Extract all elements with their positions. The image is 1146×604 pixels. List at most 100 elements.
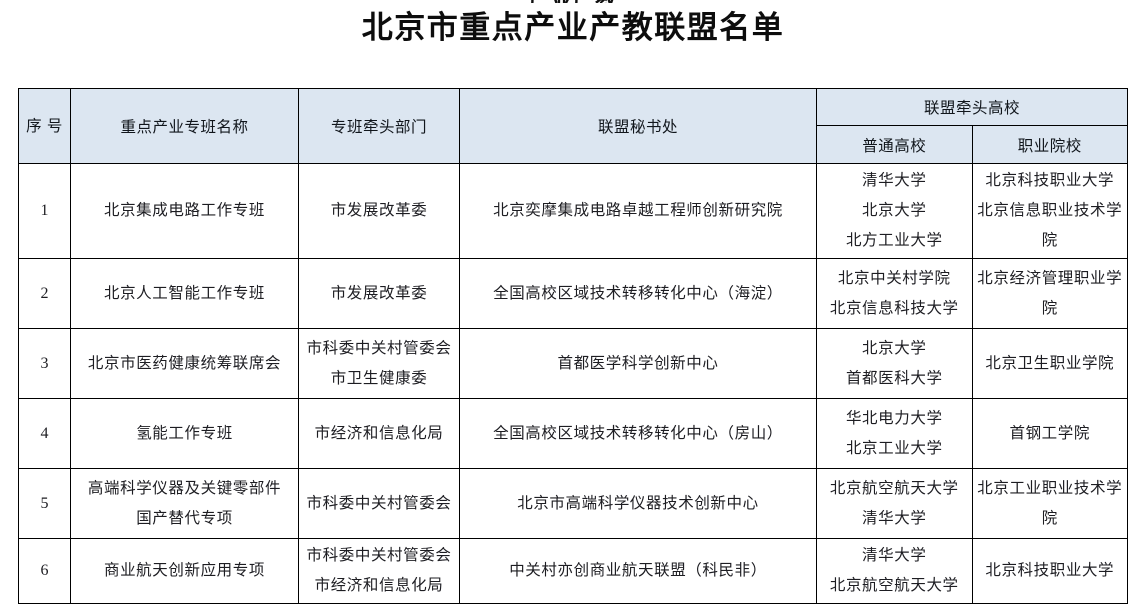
text-line: 市科委中关村管委会 bbox=[306, 547, 452, 564]
text-line: 清华大学 bbox=[862, 509, 927, 527]
text-line: 北京航空航天大学 bbox=[829, 577, 959, 594]
vocational-college-lines: 北京工业职业技术学院 bbox=[977, 474, 1124, 534]
program-name-lines: 北京人工智能工作专班 bbox=[75, 279, 294, 309]
text-line: 北京市医药健康统筹联席会 bbox=[87, 354, 282, 372]
text-line: 清华大学 bbox=[862, 172, 927, 189]
cell-index: 3 bbox=[18, 328, 71, 399]
cell-secretariat: 全国高校区域技术转移转化中心（房山） bbox=[459, 398, 817, 469]
text-line: 清华大学 bbox=[862, 547, 927, 564]
cell-lead-department: 市科委中关村管委会 市经济和信息化局 bbox=[298, 538, 460, 604]
cell-secretariat: 全国高校区域技术转移转化中心（海淀） bbox=[459, 258, 817, 329]
text-line: 北京集成电路工作专班 bbox=[103, 202, 265, 219]
lead-department-lines: 市科委中关村管委会 市经济和信息化局 bbox=[303, 541, 455, 601]
text-line: 北京卫生职业学院 bbox=[985, 354, 1115, 372]
text-line: 首都医科大学 bbox=[845, 369, 943, 387]
vocational-college-lines: 北京科技职业大学 bbox=[977, 556, 1124, 586]
regular-university-lines: 清华大学北京航空航天大学 bbox=[821, 541, 968, 601]
table-header-row-1: 序 号 重点产业专班名称 专班牵头部门 联盟秘书处 联盟牵头高校 bbox=[18, 88, 1128, 164]
cell-lead-department: 市科委中关村管委会 bbox=[298, 468, 460, 539]
secretariat-lines: 北京市高端科学仪器技术创新中心 bbox=[464, 489, 812, 519]
header-vocational-college: 职业院校 bbox=[971, 125, 1128, 164]
table-row: 3 北京市医药健康统筹联席会 市科委中关村管委会 市卫生健康委 首都医学科学创新中… bbox=[18, 328, 1128, 399]
cell-index: 4 bbox=[18, 398, 71, 469]
text-line: 北京大学 bbox=[862, 339, 927, 357]
text-line: 高端科学仪器及关键零部件 bbox=[87, 479, 282, 497]
text-line: 首钢工学院 bbox=[1009, 424, 1090, 442]
secretariat-lines: 北京奕摩集成电路卓越工程师创新研究院 bbox=[464, 196, 812, 226]
text-line: 北京奕摩集成电路卓越工程师创新研究院 bbox=[493, 202, 783, 219]
text-line: 市经济和信息化局 bbox=[314, 424, 444, 442]
text-line: 北京大学 bbox=[862, 202, 927, 219]
text-line: 北方工业大学 bbox=[845, 232, 943, 249]
cell-program-name: 北京市医药健康统筹联席会 bbox=[70, 328, 299, 399]
secretariat-lines: 首都医学科学创新中心 bbox=[464, 349, 812, 379]
cell-index: 2 bbox=[18, 258, 71, 329]
clipped-text-sliver: 产业产教 bbox=[0, 0, 1146, 3]
table-body: 1 北京集成电路工作专班 市发展改革委 北京奕摩集成电路卓越工程师创新研究院 清… bbox=[18, 163, 1128, 604]
header-secretariat: 联盟秘书处 bbox=[459, 88, 817, 164]
cell-vocational-college: 北京经济管理职业学院 bbox=[971, 258, 1128, 329]
regular-university-lines: 北京大学首都医科大学 bbox=[821, 334, 968, 394]
regular-university-lines: 北京中关村学院 北京信息科技大学 bbox=[821, 264, 968, 324]
table-row: 5 高端科学仪器及关键零部件 国产替代专项 市科委中关村管委会 北京市高端科学仪器… bbox=[18, 468, 1128, 539]
cell-regular-university: 北京中关村学院 北京信息科技大学 bbox=[816, 258, 973, 329]
program-name-lines: 商业航天创新应用专项 bbox=[75, 556, 294, 586]
header-regular-university: 普通高校 bbox=[816, 125, 973, 164]
cell-vocational-college: 北京卫生职业学院 bbox=[971, 328, 1128, 399]
header-index-line1: 序 bbox=[26, 117, 43, 135]
cell-secretariat: 北京市高端科学仪器技术创新中心 bbox=[459, 468, 817, 539]
table-row: 6 商业航天创新应用专项 市科委中关村管委会 市经济和信息化局 中关村亦创商业航天… bbox=[18, 538, 1128, 604]
text-line: 北京经济管理职业学院 bbox=[977, 269, 1123, 317]
cell-secretariat: 中关村亦创商业航天联盟（科民非） bbox=[459, 538, 817, 604]
cell-secretariat: 首都医学科学创新中心 bbox=[459, 328, 817, 399]
header-program-name: 重点产业专班名称 bbox=[70, 88, 299, 164]
header-index-line2: 号 bbox=[46, 117, 63, 135]
cell-regular-university: 清华大学北京大学北方工业大学 bbox=[816, 163, 973, 259]
vocational-college-lines: 北京卫生职业学院 bbox=[977, 349, 1124, 379]
page-title: 北京市重点产业产教联盟名单 bbox=[361, 10, 785, 45]
text-line: 氢能工作专班 bbox=[136, 424, 233, 442]
secretariat-lines: 全国高校区域技术转移转化中心（房山） bbox=[464, 419, 812, 449]
lead-department-lines: 市科委中关村管委会 市卫生健康委 bbox=[303, 334, 455, 394]
text-line: 北京航空航天大学 bbox=[829, 479, 959, 497]
cell-program-name: 北京集成电路工作专班 bbox=[70, 163, 299, 259]
cell-program-name: 北京人工智能工作专班 bbox=[70, 258, 299, 329]
cell-regular-university: 清华大学北京航空航天大学 bbox=[816, 538, 973, 604]
text-line: 商业航天创新应用专项 bbox=[103, 562, 265, 579]
text-line: 北京科技职业大学 bbox=[985, 172, 1115, 189]
secretariat-lines: 全国高校区域技术转移转化中心（海淀） bbox=[464, 279, 812, 309]
cell-lead-department: 市经济和信息化局 bbox=[298, 398, 460, 469]
regular-university-lines: 清华大学北京大学北方工业大学 bbox=[821, 166, 968, 256]
program-name-lines: 氢能工作专班 bbox=[75, 419, 294, 449]
cell-vocational-college: 北京工业职业技术学院 bbox=[971, 468, 1128, 539]
program-name-lines: 北京市医药健康统筹联席会 bbox=[75, 349, 294, 379]
cell-vocational-college: 北京科技职业大学 北京信息职业技术学院 bbox=[971, 163, 1128, 259]
text-line: 北京工业大学 bbox=[845, 439, 943, 457]
cell-lead-department: 市发展改革委 bbox=[298, 258, 460, 329]
text-line: 北京人工智能工作专班 bbox=[103, 284, 265, 302]
text-line: 中关村亦创商业航天联盟（科民非） bbox=[509, 562, 767, 579]
text-line: 市经济和信息化局 bbox=[314, 577, 444, 594]
cell-secretariat: 北京奕摩集成电路卓越工程师创新研究院 bbox=[459, 163, 817, 259]
header-lead-universities: 联盟牵头高校 bbox=[816, 88, 1128, 126]
text-line: 市科委中关村管委会 bbox=[306, 494, 452, 512]
text-line: 全国高校区域技术转移转化中心（房山） bbox=[493, 424, 783, 442]
table-row: 4 氢能工作专班 市经济和信息化局 全国高校区域技术转移转化中心（房山） 华北电… bbox=[18, 398, 1128, 469]
cell-regular-university: 北京航空航天大学 清华大学 bbox=[816, 468, 973, 539]
cell-program-name: 氢能工作专班 bbox=[70, 398, 299, 469]
text-line: 华北电力大学 bbox=[845, 409, 943, 427]
text-line: 市发展改革委 bbox=[330, 284, 428, 302]
cell-vocational-college: 北京科技职业大学 bbox=[971, 538, 1128, 604]
cell-vocational-college: 首钢工学院 bbox=[971, 398, 1128, 469]
cell-program-name: 商业航天创新应用专项 bbox=[70, 538, 299, 604]
header-index: 序 号 bbox=[18, 88, 71, 164]
text-line: 市发展改革委 bbox=[330, 202, 428, 219]
program-name-lines: 高端科学仪器及关键零部件 国产替代专项 bbox=[75, 474, 294, 534]
table-header-row-2: 普通高校 职业院校 bbox=[19, 125, 1128, 164]
vocational-college-lines: 北京经济管理职业学院 bbox=[977, 264, 1124, 324]
lead-department-lines: 市发展改革委 bbox=[303, 196, 455, 226]
text-line: 北京中关村学院 bbox=[837, 269, 951, 287]
text-line: 北京市高端科学仪器技术创新中心 bbox=[517, 494, 759, 512]
program-name-lines: 北京集成电路工作专班 bbox=[75, 196, 294, 226]
text-line: 全国高校区域技术转移转化中心（海淀） bbox=[493, 284, 783, 302]
